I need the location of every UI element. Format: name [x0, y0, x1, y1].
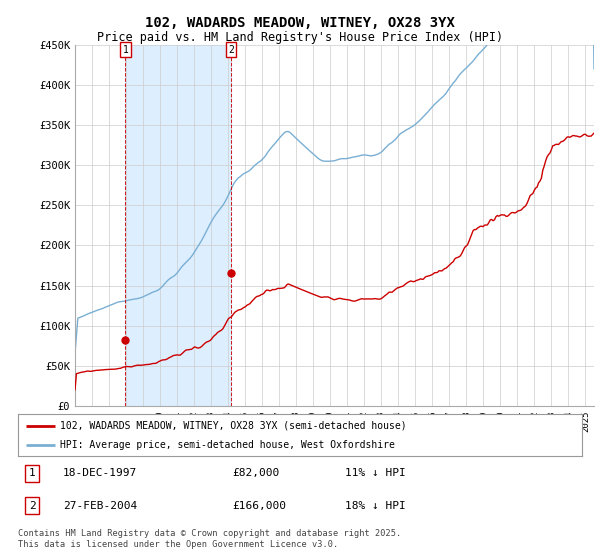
Text: 1: 1 — [122, 45, 128, 55]
Text: HPI: Average price, semi-detached house, West Oxfordshire: HPI: Average price, semi-detached house,… — [60, 440, 395, 450]
Text: Contains HM Land Registry data © Crown copyright and database right 2025.
This d: Contains HM Land Registry data © Crown c… — [18, 529, 401, 549]
Text: Price paid vs. HM Land Registry's House Price Index (HPI): Price paid vs. HM Land Registry's House … — [97, 31, 503, 44]
Text: 18-DEC-1997: 18-DEC-1997 — [63, 468, 137, 478]
Bar — [125, 45, 231, 406]
Text: £166,000: £166,000 — [232, 501, 286, 511]
Text: 2: 2 — [228, 45, 234, 55]
Text: 2: 2 — [29, 501, 35, 511]
Text: 102, WADARDS MEADOW, WITNEY, OX28 3YX (semi-detached house): 102, WADARDS MEADOW, WITNEY, OX28 3YX (s… — [60, 421, 407, 431]
Text: 1: 1 — [29, 468, 35, 478]
Text: £82,000: £82,000 — [232, 468, 280, 478]
Text: 18% ↓ HPI: 18% ↓ HPI — [345, 501, 406, 511]
Text: 27-FEB-2004: 27-FEB-2004 — [63, 501, 137, 511]
Text: 102, WADARDS MEADOW, WITNEY, OX28 3YX: 102, WADARDS MEADOW, WITNEY, OX28 3YX — [145, 16, 455, 30]
Text: 11% ↓ HPI: 11% ↓ HPI — [345, 468, 406, 478]
